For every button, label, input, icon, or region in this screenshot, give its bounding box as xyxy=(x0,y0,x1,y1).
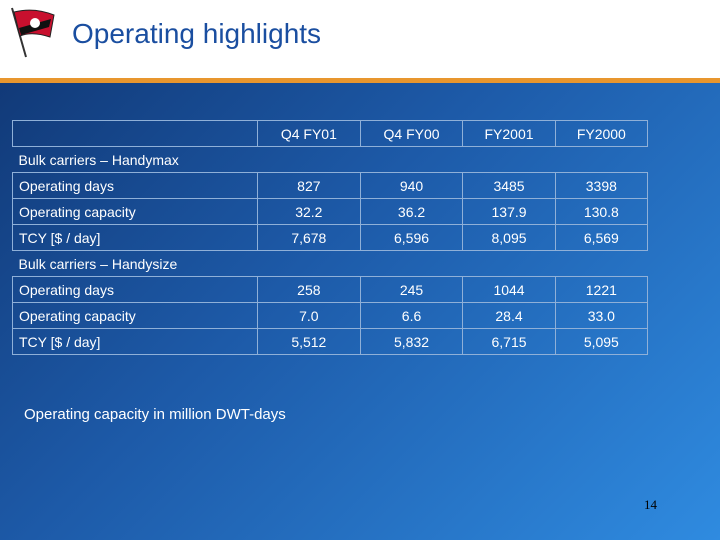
row-label: Operating days xyxy=(12,276,258,303)
table-cell: 137.9 xyxy=(462,198,556,225)
table-cell: 33.0 xyxy=(554,302,649,329)
table-cell: 827 xyxy=(257,172,361,199)
table-cell: 8,095 xyxy=(462,224,556,251)
highlights-table: Q4 FY01 Q4 FY00 FY2001 FY2000 Bulk carri… xyxy=(12,120,649,355)
table-cell: 6.6 xyxy=(359,302,464,329)
header-blank-cell xyxy=(12,120,258,147)
table-cell: 3398 xyxy=(554,172,649,199)
table-cell: 940 xyxy=(359,172,464,199)
table-cell: 6,569 xyxy=(554,224,649,251)
table-cell: 130.8 xyxy=(554,198,649,225)
page-title: Operating highlights xyxy=(72,18,322,49)
footnote: Operating capacity in million DWT-days xyxy=(24,406,286,423)
header-divider xyxy=(0,78,720,83)
table-cell: 6,596 xyxy=(359,224,464,251)
row-label: Operating capacity xyxy=(12,302,258,329)
table-cell: 5,512 xyxy=(257,328,361,355)
table-row: Operating capacity 32.2 36.2 137.9 130.8 xyxy=(12,198,649,225)
table-row: Operating days 827 940 3485 3398 xyxy=(12,172,649,199)
table-cell: 6,715 xyxy=(462,328,556,355)
section-title: Bulk carriers – Handysize xyxy=(12,250,648,277)
table-cell: 245 xyxy=(359,276,464,303)
table-cell: 7.0 xyxy=(257,302,361,329)
slide-header xyxy=(0,0,720,80)
table-cell: 1221 xyxy=(554,276,649,303)
section-title: Bulk carriers – Handymax xyxy=(12,146,648,173)
table-cell: 5,832 xyxy=(359,328,464,355)
row-label: TCY [$ / day] xyxy=(12,224,258,251)
table-row: TCY [$ / day] 7,678 6,596 8,095 6,569 xyxy=(12,224,649,251)
table-cell: 7,678 xyxy=(257,224,361,251)
table-cell: 5,095 xyxy=(554,328,649,355)
table-cell: 1044 xyxy=(462,276,556,303)
row-label: Operating days xyxy=(12,172,258,199)
table-row: Operating days 258 245 1044 1221 xyxy=(12,276,649,303)
table-row: Operating capacity 7.0 6.6 28.4 33.0 xyxy=(12,302,649,329)
table-cell: 32.2 xyxy=(257,198,361,225)
section-header-row: Bulk carriers – Handysize xyxy=(12,250,648,277)
table-cell: 36.2 xyxy=(359,198,464,225)
column-header: Q4 FY01 xyxy=(257,120,361,147)
column-header: FY2000 xyxy=(554,120,649,147)
table-cell: 28.4 xyxy=(462,302,556,329)
row-label: TCY [$ / day] xyxy=(12,328,258,355)
page-number: 14 xyxy=(644,497,657,512)
table-cell: 3485 xyxy=(462,172,556,199)
row-label: Operating capacity xyxy=(12,198,258,225)
table-header-row: Q4 FY01 Q4 FY00 FY2001 FY2000 xyxy=(12,120,649,147)
column-header: Q4 FY00 xyxy=(359,120,464,147)
table-row: TCY [$ / day] 5,512 5,832 6,715 5,095 xyxy=(12,328,649,355)
table-cell: 258 xyxy=(257,276,361,303)
section-header-row: Bulk carriers – Handymax xyxy=(12,146,648,173)
company-flag-logo xyxy=(4,3,60,59)
column-header: FY2001 xyxy=(462,120,556,147)
